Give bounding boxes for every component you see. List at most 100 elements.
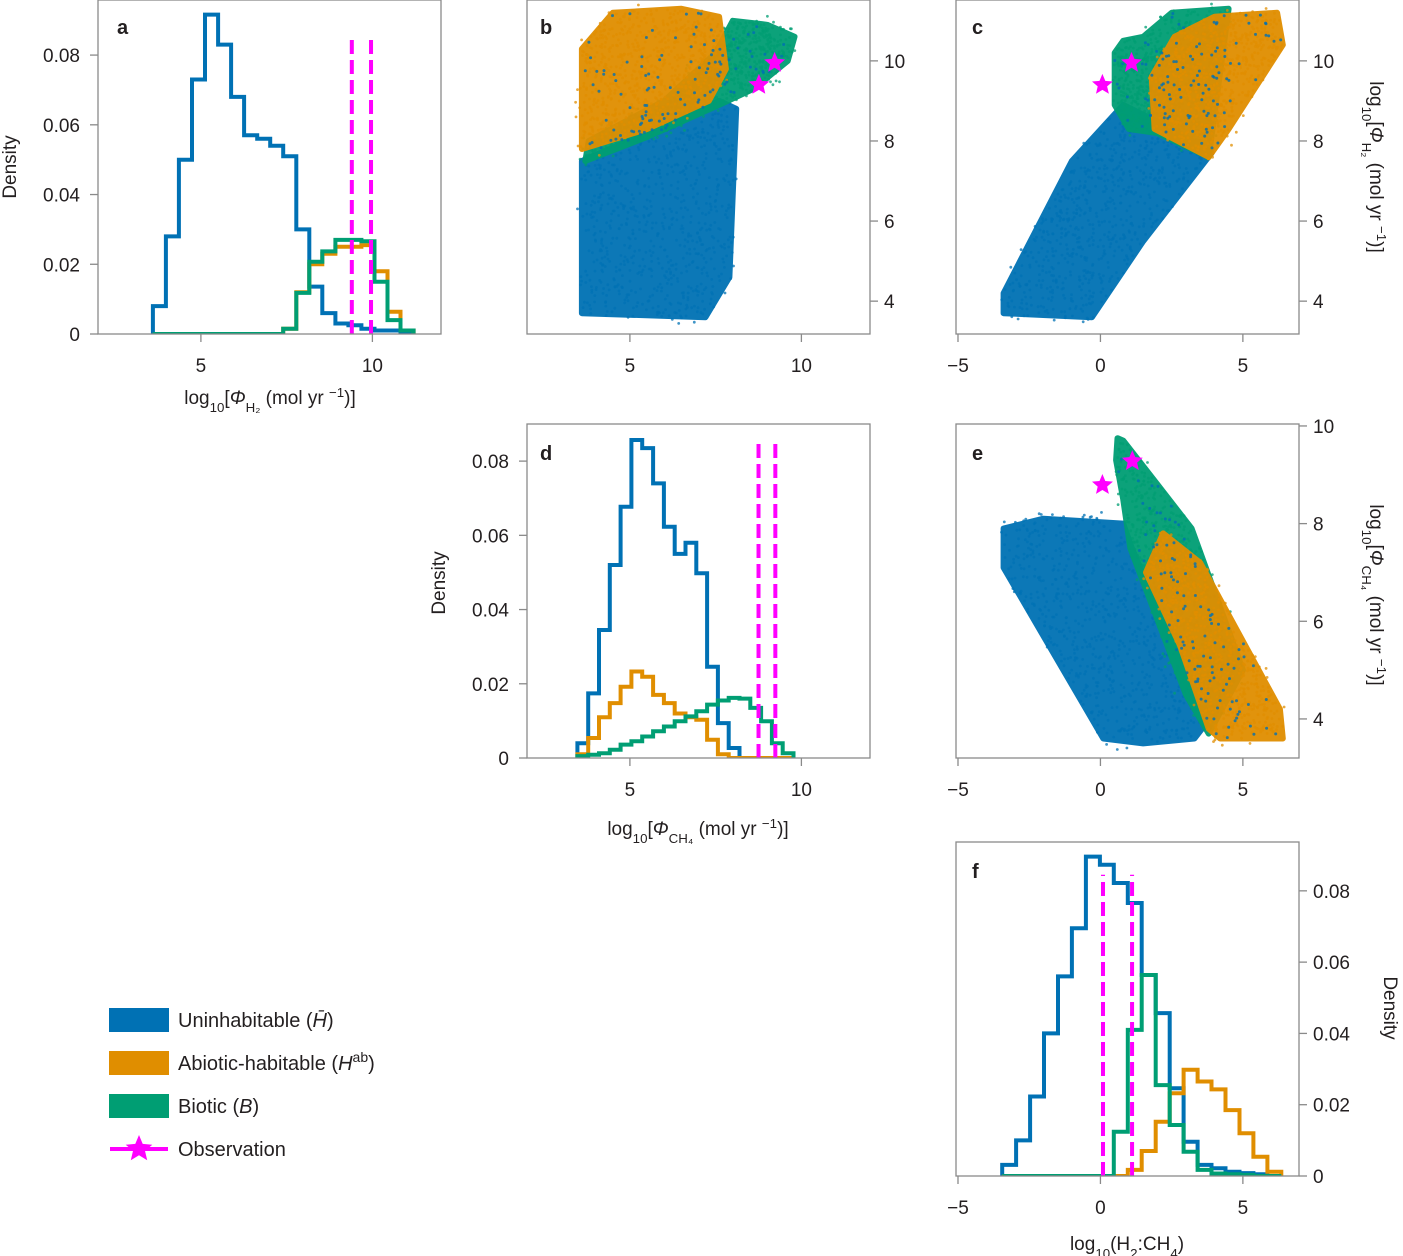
scatter-point	[1140, 157, 1144, 160]
scatter-point	[1161, 208, 1165, 212]
scatter-point	[635, 305, 639, 308]
scatter-point	[648, 119, 651, 123]
scatter-point	[669, 276, 673, 280]
scatter-point	[661, 207, 665, 211]
scatter-point	[1197, 69, 1201, 73]
scatter-point	[756, 22, 760, 25]
scatter-point	[1011, 587, 1015, 590]
scatter-point	[1103, 252, 1107, 256]
scatter-point	[1220, 32, 1224, 36]
scatter-point	[670, 66, 674, 70]
scatter-point	[1222, 42, 1226, 45]
scatter-point	[1120, 153, 1124, 157]
scatter-point	[717, 74, 721, 78]
scatter-point	[1232, 38, 1236, 42]
scatter-point	[1139, 621, 1143, 625]
scatter-point	[595, 69, 599, 73]
scatter-point	[1138, 242, 1142, 246]
scatter-point	[1220, 47, 1224, 51]
scatter-point	[649, 9, 653, 13]
scatter-point	[1200, 52, 1204, 56]
scatter-point	[713, 60, 717, 64]
label-part: H	[338, 1053, 353, 1075]
scatter-point	[715, 209, 719, 213]
scatter-point	[589, 61, 592, 64]
scatter-point	[665, 270, 668, 273]
scatter-point	[593, 136, 596, 140]
scatter-point	[1184, 167, 1188, 170]
scatter-point	[1055, 224, 1059, 227]
scatter-point	[603, 28, 607, 32]
scatter-point	[635, 16, 639, 19]
scatter-point	[1125, 746, 1129, 750]
scatter-point	[1091, 652, 1095, 656]
scatter-point	[1074, 305, 1078, 308]
scatter-point	[718, 70, 722, 74]
scatter-point	[1230, 105, 1234, 109]
scatter-point	[697, 98, 701, 102]
scatter-point	[1152, 665, 1156, 669]
scatter-point	[1173, 164, 1177, 168]
scatter-point	[695, 310, 699, 314]
scatter-point	[613, 88, 617, 92]
scatter-point	[744, 47, 748, 50]
legend-label: Abiotic-habitable (Hab)	[178, 1049, 375, 1075]
scatter-point	[773, 47, 776, 50]
scatter-point	[1225, 74, 1229, 77]
scatter-point	[1112, 690, 1116, 694]
scatter-point	[611, 44, 615, 47]
scatter-point	[1066, 196, 1070, 200]
scatter-point	[1153, 58, 1156, 61]
scatter-point	[1168, 119, 1172, 123]
scatter-point	[1228, 70, 1232, 74]
scatter-point	[1122, 686, 1126, 689]
scatter-point	[745, 35, 749, 38]
scatter-point	[674, 26, 678, 30]
scatter-point	[684, 68, 688, 72]
scatter-point	[660, 83, 663, 87]
scatter-point	[615, 236, 619, 240]
scatter-point	[641, 257, 645, 261]
scatter-point	[1146, 34, 1150, 38]
scatter-point	[689, 45, 693, 49]
scatter-point	[1116, 179, 1120, 182]
scatter-point	[1090, 235, 1094, 239]
scatter-point	[1143, 109, 1146, 113]
scatter-point	[1270, 53, 1274, 56]
scatter-point	[631, 42, 635, 46]
scatter-point	[631, 228, 635, 232]
scatter-point	[669, 110, 673, 114]
scatter-point	[1125, 104, 1129, 108]
scatter-point	[1255, 35, 1259, 39]
scatter-point	[1047, 206, 1051, 210]
scatter-point	[1197, 106, 1200, 110]
scatter-point	[588, 46, 592, 49]
scatter-point	[1168, 97, 1172, 101]
scatter-point	[1059, 216, 1063, 220]
scatter-point	[622, 207, 625, 211]
scatter-point	[1185, 131, 1188, 135]
scatter-point	[1163, 123, 1167, 127]
scatter-point	[620, 169, 623, 173]
scatter-point	[746, 32, 750, 36]
scatter-point	[1060, 231, 1064, 235]
legend-item-uninhabitable: Uninhabitable (H̄)	[109, 1008, 334, 1032]
scatter-point	[1082, 688, 1086, 692]
scatter-point	[1062, 217, 1066, 221]
scatter-point	[691, 289, 695, 293]
scatter-point	[1026, 254, 1030, 258]
scatter-point	[1231, 90, 1235, 94]
scatter-point	[666, 294, 669, 297]
scatter-point	[1015, 278, 1018, 282]
scatter-point	[1135, 97, 1139, 101]
scatter-point	[1177, 41, 1181, 45]
scatter-point	[683, 244, 687, 248]
scatter-point	[1061, 281, 1065, 285]
scatter-point	[688, 92, 691, 95]
scatter-point	[703, 222, 707, 226]
scatter-point	[678, 9, 682, 13]
scatter-point	[1208, 72, 1212, 76]
scatter-point	[617, 289, 621, 293]
scatter-point	[625, 296, 629, 299]
